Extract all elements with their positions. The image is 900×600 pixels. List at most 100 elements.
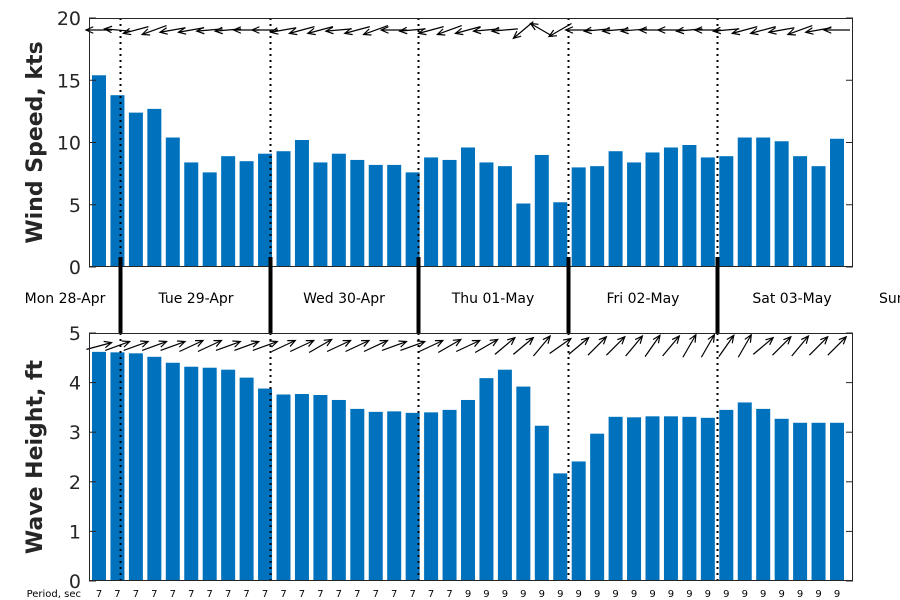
wave-direction-arrow — [86, 340, 113, 350]
wave-bar — [553, 473, 568, 581]
wave-direction-arrow — [568, 336, 590, 355]
wave-direction-arrow — [141, 340, 168, 352]
wind-bar — [608, 151, 623, 267]
wind-direction-arrows — [84, 21, 850, 40]
period-value: 9 — [742, 589, 748, 600]
wind-y-tick-label: 5 — [69, 195, 81, 217]
period-value: 7 — [354, 589, 360, 600]
wind-direction-arrow — [343, 26, 371, 36]
wave-bar — [110, 352, 125, 581]
wind-bars — [92, 75, 844, 267]
wave-bar — [184, 366, 199, 581]
period-row: Period, sec 7 7 7 7 7 7 7 7 7 7 7 7 7 7 7 7 7 7 7 7 9 9 9 9 9 9 9 9 9… — [27, 589, 841, 600]
wave-direction-arrow — [827, 335, 848, 356]
wave-bar — [424, 412, 439, 581]
wave-direction-arrow — [737, 333, 752, 358]
period-value: 7 — [262, 589, 268, 600]
period-value: 9 — [539, 589, 545, 600]
wave-bar — [165, 362, 180, 581]
wave-bar — [774, 418, 789, 581]
wind-bar — [737, 137, 752, 267]
wave-direction-arrow — [808, 335, 829, 356]
wave-bar — [534, 425, 549, 581]
wind-bar — [387, 164, 402, 267]
period-value: 7 — [170, 589, 176, 600]
period-value: 9 — [576, 589, 582, 600]
wind-bar — [165, 137, 180, 267]
wave-y-axis: 0 1 2 3 4 5 — [69, 323, 853, 593]
period-value: 7 — [446, 589, 452, 600]
wave-y-tick-label: 2 — [69, 472, 81, 494]
wind-direction-arrow — [547, 22, 572, 38]
wave-direction-arrow — [605, 335, 626, 356]
wind-y-axis-label: Wind Speed, kts — [23, 41, 48, 243]
wave-direction-arrow — [215, 340, 242, 352]
wave-direction-arrow — [474, 338, 499, 354]
wave-direction-arrow — [419, 339, 445, 353]
wave-y-tick-label: 5 — [69, 323, 81, 345]
period-value: 7 — [280, 589, 286, 600]
wave-direction-arrow — [494, 336, 516, 355]
wave-direction-arrow — [791, 334, 810, 357]
period-value: 9 — [557, 589, 563, 600]
wave-bar — [645, 416, 660, 581]
wave-bar — [221, 369, 236, 581]
period-value: 7 — [96, 589, 102, 600]
wave-bar — [627, 417, 642, 581]
wind-bar — [331, 153, 346, 267]
wind-bar — [442, 159, 457, 267]
wave-bar — [276, 394, 291, 581]
wind-bar — [202, 172, 217, 267]
wave-bar — [737, 402, 752, 581]
period-value: 9 — [723, 589, 729, 600]
period-value: 9 — [465, 589, 471, 600]
period-value: 9 — [649, 589, 655, 600]
wave-y-tick-label: 4 — [69, 373, 81, 395]
wind-y-tick-label: 20 — [57, 8, 81, 30]
wind-direction-arrow — [140, 24, 167, 36]
wind-bar — [239, 161, 254, 267]
wind-bar — [313, 162, 328, 267]
wind-bar — [627, 162, 642, 267]
wave-y-axis-label: Wave Height, ft — [23, 359, 48, 554]
wave-bar — [387, 411, 402, 581]
wind-bar — [368, 164, 383, 267]
wind-direction-arrow — [529, 22, 554, 38]
wave-direction-arrow — [532, 334, 552, 357]
wave-direction-arrow — [179, 339, 205, 353]
day-label: Mon 28-Apr — [25, 291, 106, 307]
wind-direction-arrow — [287, 26, 315, 36]
wave-direction-arrow — [625, 334, 644, 357]
wind-speed-panel: 0 5 10 15 20 Wind Speed, kts — [23, 8, 853, 279]
period-value: 9 — [760, 589, 766, 600]
period-value: 7 — [299, 589, 305, 600]
wave-bar — [719, 409, 734, 581]
wind-direction-arrow — [822, 26, 850, 34]
period-value: 9 — [705, 589, 711, 600]
period-value: 7 — [151, 589, 157, 600]
wind-bar — [663, 147, 678, 267]
wind-direction-arrow — [786, 24, 813, 36]
period-value: 9 — [612, 589, 618, 600]
wind-bar — [571, 167, 586, 267]
wind-direction-arrow — [454, 26, 481, 36]
period-value: 7 — [428, 589, 434, 600]
wind-bar — [128, 112, 143, 267]
wind-direction-arrow — [435, 24, 462, 36]
wave-bar — [811, 422, 826, 581]
wave-direction-arrow — [326, 339, 352, 353]
wave-y-tick-label: 0 — [69, 571, 81, 593]
wind-bar — [184, 162, 199, 267]
wave-y-tick-label: 3 — [69, 422, 81, 444]
wind-bar — [110, 95, 125, 267]
wave-direction-arrow — [289, 339, 316, 353]
wave-bar — [479, 378, 494, 581]
wave-bar — [830, 422, 844, 581]
wave-bar — [663, 416, 678, 581]
day-label: Fri 02-May — [607, 291, 680, 307]
period-value: 9 — [778, 589, 784, 600]
wave-direction-arrow — [271, 339, 297, 353]
wave-direction-arrow — [197, 339, 223, 353]
wind-direction-arrow — [767, 27, 795, 35]
